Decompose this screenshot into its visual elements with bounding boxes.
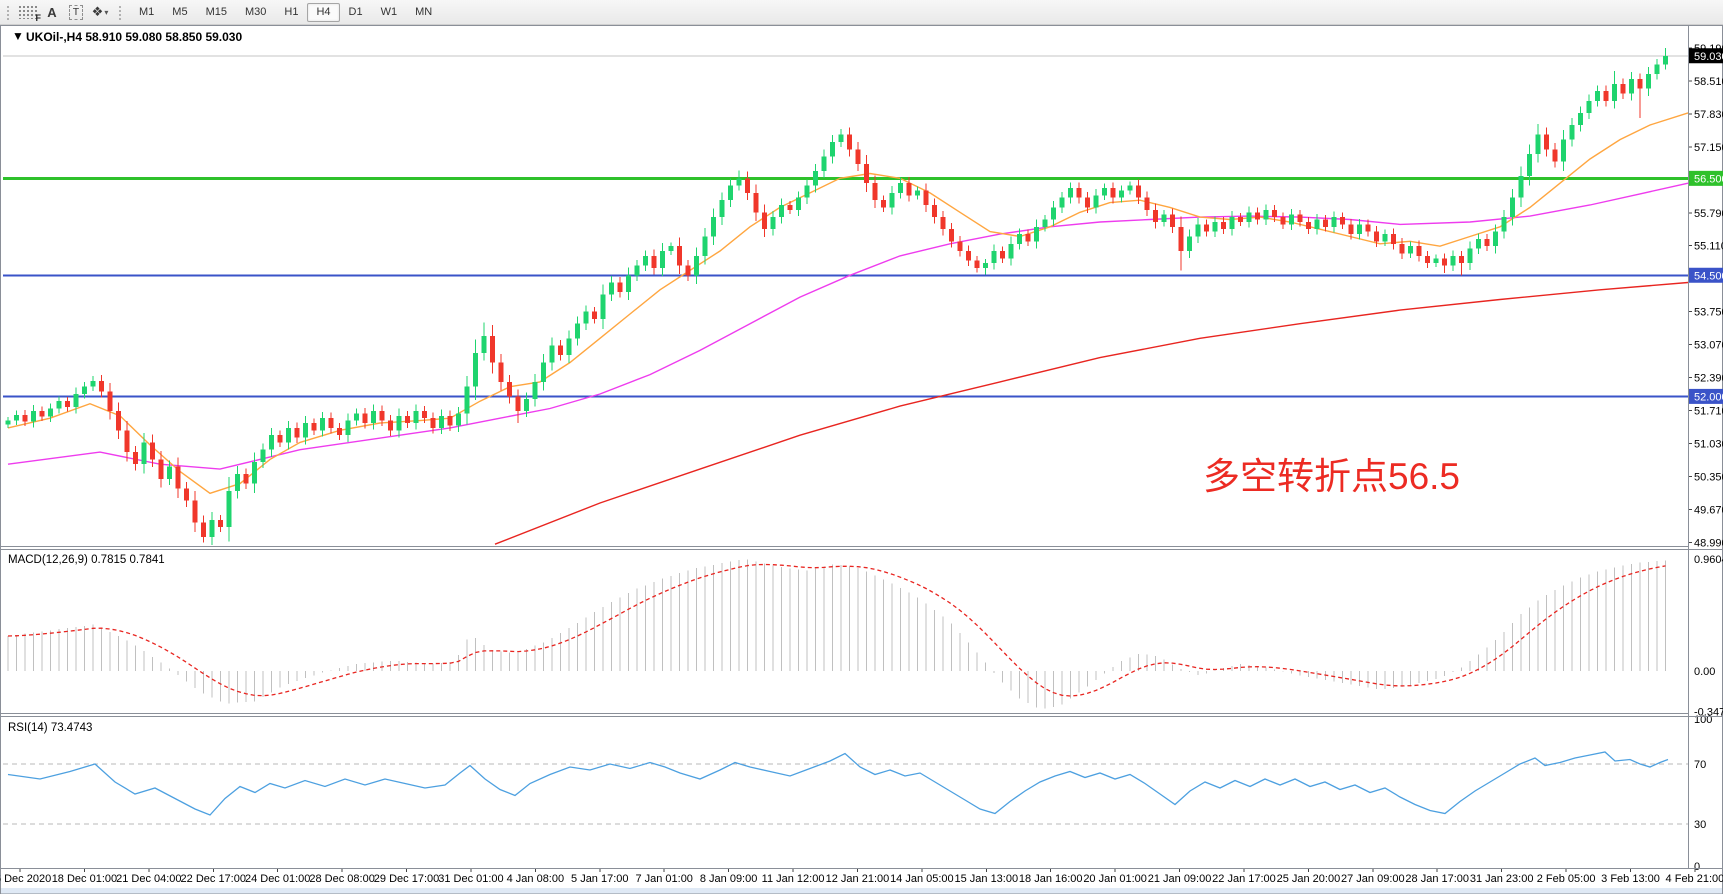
slow-ma-red-line[interactable]	[494, 281, 1689, 545]
price-badge-52.000	[1689, 388, 1723, 404]
price-badge-54.500	[1689, 267, 1723, 283]
geometry-glyph: ❖	[91, 4, 104, 19]
chart-frame	[0, 25, 1723, 894]
rsi-pane[interactable]	[3, 751, 1688, 825]
timeframe-button-d1[interactable]: D1	[348, 5, 363, 18]
price-badge-label: 52.000	[1694, 391, 1723, 403]
chevron-down-icon: ▾	[104, 7, 109, 17]
rsi-label: RSI(14) 73.4743	[8, 722, 92, 734]
price-tick-label: 58.510	[1694, 76, 1723, 88]
price-tick-label: 53.070	[1694, 340, 1723, 352]
symbol-dropdown-icon[interactable]: ▼	[12, 29, 24, 43]
timeframe-button-mn[interactable]: MN	[415, 5, 433, 18]
insert-text-tool-icon[interactable]: A	[47, 4, 57, 20]
timeframe-button-h4[interactable]: H4	[307, 2, 340, 22]
rsi-axis-label: 30	[1694, 819, 1706, 831]
price-tick-label: 48.990	[1694, 537, 1723, 549]
price-tick-label: 57.150	[1694, 142, 1723, 154]
symbol-title[interactable]: UKOil-,H4 58.910 59.080 58.850 59.030	[26, 30, 242, 44]
date-label: 22 Jan 17:00	[1212, 873, 1276, 885]
macd-axis-label: -0.3473	[1694, 706, 1723, 718]
date-label: 7 Jan 01:00	[635, 873, 693, 885]
timeframe-button-m5[interactable]: M5	[172, 5, 188, 18]
macd-signal-line	[7, 563, 1666, 697]
bottom-strip	[1, 888, 1722, 894]
date-label: 4 Feb 21:00	[1666, 873, 1723, 885]
date-label: 18 Jan 16:00	[1019, 873, 1083, 885]
price-badge-label: 54.500	[1694, 270, 1723, 282]
date-label: 24 Dec 01:00	[245, 873, 310, 885]
date-label: 15 Jan 13:00	[954, 873, 1018, 885]
macd-pane[interactable]	[7, 559, 1667, 709]
current-price-badge-label: 59.030	[1694, 51, 1723, 63]
price-tick-label: 52.390	[1694, 373, 1723, 385]
date-label: 29 Dec 17:00	[374, 873, 439, 885]
rsi-axis-label: 100	[1694, 714, 1712, 726]
macd-label: MACD(12,26,9) 0.7815 0.7841	[8, 554, 165, 566]
macd-axis-label: 0.00	[1694, 666, 1715, 678]
geometry-tool-icon[interactable]: ❖ ▾	[90, 2, 110, 22]
date-label: 20 Jan 01:00	[1083, 873, 1147, 885]
price-tick-label: 55.790	[1694, 208, 1723, 220]
date-label: 18 Dec 01:00	[52, 873, 117, 885]
date-label: 21 Dec 04:00	[116, 873, 181, 885]
date-label: 27 Jan 09:00	[1341, 873, 1405, 885]
toolbar-grip[interactable]	[5, 4, 11, 20]
pane-splitter-macd[interactable]	[1, 546, 1722, 550]
date-label: 21 Jan 09:00	[1148, 873, 1212, 885]
current-price-badge	[1689, 48, 1723, 64]
date-label: 16 Dec 2020	[0, 873, 51, 885]
timeframe-button-group: M1 M5 M15 M30 H1 H4 D1 W1 MN	[130, 2, 441, 22]
toolbar-grip-2[interactable]	[117, 4, 123, 20]
price-tick-label: 55.110	[1694, 241, 1723, 253]
font-grid-tool-icon[interactable]: F	[18, 5, 41, 23]
date-label: 31 Dec 01:00	[438, 873, 503, 885]
date-label: 22 Dec 17:00	[181, 873, 246, 885]
medium-ma-magenta-line[interactable]	[7, 182, 1689, 470]
rsi-axis-label: 0	[1694, 861, 1700, 873]
price-tick-label: 50.350	[1694, 471, 1723, 483]
date-label: 12 Jan 21:00	[826, 873, 890, 885]
candlestick-series[interactable]	[5, 48, 1669, 545]
date-label: 11 Jan 12:00	[762, 873, 825, 885]
date-label: 2 Feb 05:00	[1537, 873, 1596, 885]
font-grid-tool-label: F	[35, 13, 42, 23]
annotation-text: 多空转折点56.5	[1203, 456, 1460, 497]
date-label: 28 Dec 08:00	[309, 873, 374, 885]
fast-ma-orange-line[interactable]	[7, 112, 1689, 495]
date-label: 8 Jan 09:00	[700, 873, 758, 885]
timeframe-button-m15[interactable]: M15	[205, 5, 227, 18]
timeframe-button-h1[interactable]: H1	[284, 5, 299, 18]
price-tick-label: 51.710	[1694, 405, 1723, 417]
chart-window[interactable]: 59.19058.51057.83057.15056.47055.79055.1…	[0, 25, 1723, 894]
pane-splitter-rsi[interactable]	[1, 713, 1722, 717]
timeframe-button-m1[interactable]: M1	[139, 5, 155, 18]
price-badge-label: 56.500	[1694, 173, 1723, 185]
top-toolbar: F A T ❖ ▾ M1 M5 M15 M30 H1 H4 D1 W1 MN	[0, 0, 1723, 25]
price-tick-label: 57.830	[1694, 109, 1723, 121]
date-label: 14 Jan 05:00	[890, 873, 954, 885]
macd-axis-label: 0.9604	[1694, 554, 1723, 566]
text-label-tool-icon[interactable]: T	[66, 2, 86, 22]
rsi-axis-label: 70	[1694, 759, 1706, 771]
timeframe-button-w1[interactable]: W1	[380, 5, 398, 18]
date-label: 25 Jan 20:00	[1277, 873, 1341, 885]
main-price-pane[interactable]	[3, 48, 1689, 545]
date-label: 5 Jan 17:00	[571, 873, 629, 885]
text-label-glyph: T	[68, 4, 84, 20]
date-label: 31 Jan 23:00	[1470, 873, 1534, 885]
date-label: 28 Jan 17:00	[1405, 873, 1469, 885]
price-tick-label: 49.670	[1694, 504, 1723, 516]
rsi-line	[7, 751, 1669, 816]
price-tick-label: 53.750	[1694, 307, 1723, 319]
price-badge-56.500	[1689, 170, 1723, 186]
price-tick-label: 51.030	[1694, 438, 1723, 450]
date-label: 4 Jan 08:00	[507, 873, 565, 885]
date-label: 3 Feb 13:00	[1601, 873, 1660, 885]
timeframe-button-m30[interactable]: M30	[244, 5, 267, 18]
